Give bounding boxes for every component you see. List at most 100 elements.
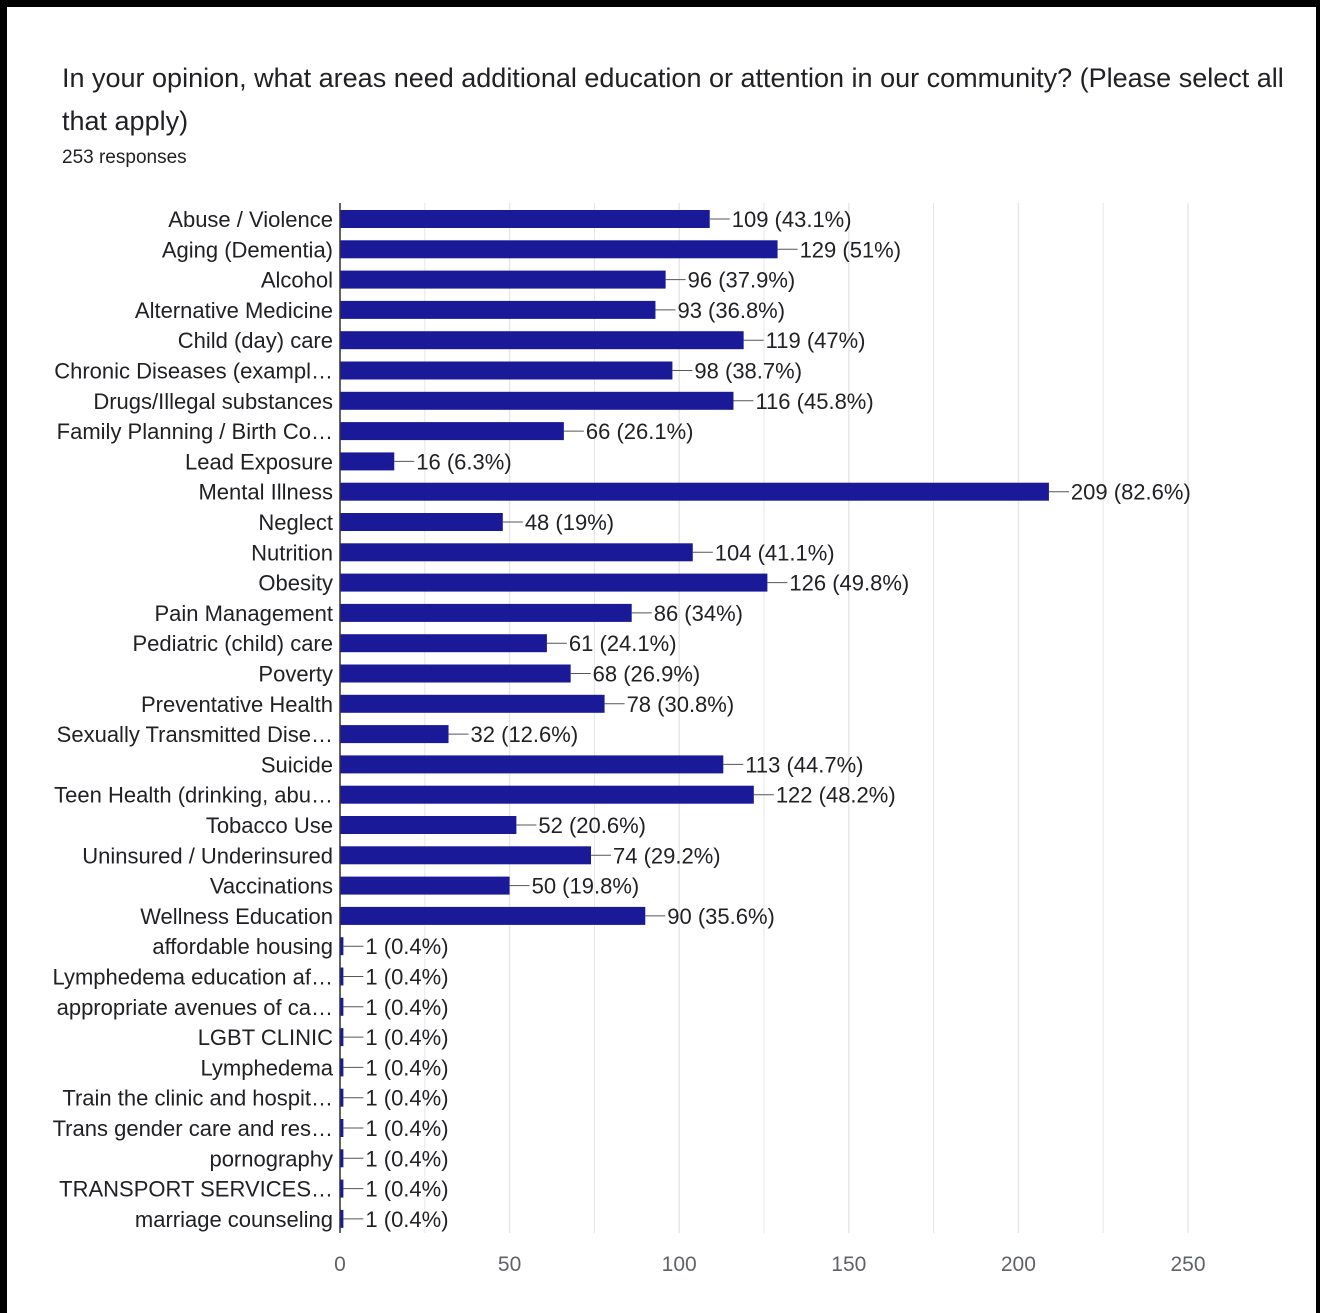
bar [340, 482, 1049, 501]
data-label: 122 (48.2%) [776, 783, 896, 808]
data-label: 98 (38.7%) [694, 359, 802, 384]
x-tick-label: 100 [662, 1253, 697, 1276]
category-label: Lead Exposure [185, 449, 333, 474]
data-label: 1 (0.4%) [365, 1146, 448, 1171]
category-label: affordable housing [152, 934, 333, 959]
bar [340, 1058, 344, 1077]
bar [340, 785, 754, 804]
data-label: 90 (35.6%) [667, 904, 775, 929]
x-tick-label: 50 [498, 1253, 521, 1276]
x-tick-label: 150 [831, 1253, 866, 1276]
category-label: appropriate avenues of ca… [57, 995, 333, 1020]
data-label: 78 (30.8%) [627, 692, 735, 717]
category-label: Lymphedema [201, 1055, 334, 1080]
x-tick-label: 200 [1001, 1253, 1036, 1276]
data-label: 1 (0.4%) [365, 1055, 448, 1080]
bar [340, 634, 547, 653]
bar [340, 300, 656, 319]
bar [340, 513, 503, 531]
bar [340, 1209, 344, 1228]
data-label: 61 (24.1%) [569, 631, 677, 656]
data-label: 68 (26.9%) [593, 662, 701, 687]
category-label: Train the clinic and hospit… [62, 1086, 333, 1111]
category-label: Uninsured / Underinsured [82, 843, 333, 868]
bar [340, 755, 724, 774]
category-label: Sexually Transmitted Dise… [57, 722, 333, 747]
bar [340, 240, 778, 259]
bar [340, 1179, 344, 1198]
category-label: Family Planning / Birth Co… [57, 419, 333, 444]
category-label: Trans gender care and res… [53, 1116, 333, 1141]
category-label: Alcohol [261, 268, 333, 293]
category-label: Suicide [261, 752, 333, 777]
data-label: 96 (37.9%) [688, 268, 796, 293]
bar [340, 1028, 344, 1047]
category-label: Nutrition [251, 540, 333, 565]
category-label: Neglect [258, 510, 333, 535]
category-label: Aging (Dementia) [162, 237, 333, 262]
x-tick-label: 0 [334, 1253, 346, 1276]
data-label: 1 (0.4%) [365, 934, 448, 959]
bar [340, 422, 564, 441]
category-label: Alternative Medicine [135, 298, 333, 323]
data-label: 1 (0.4%) [365, 1207, 448, 1232]
bar [340, 725, 449, 744]
data-label: 48 (19%) [525, 510, 614, 535]
data-label: 1 (0.4%) [365, 1177, 448, 1202]
bar [340, 1119, 344, 1137]
category-label: Tobacco Use [206, 813, 333, 838]
category-label: TRANSPORT SERVICES… [59, 1177, 333, 1202]
category-label: Teen Health (drinking, abu… [54, 783, 333, 808]
category-label: pornography [209, 1146, 333, 1171]
bar [340, 997, 344, 1016]
category-label: Poverty [258, 662, 333, 687]
category-label: Obesity [258, 571, 333, 596]
category-label: Chronic Diseases (exampl… [54, 359, 333, 384]
data-label: 1 (0.4%) [365, 995, 448, 1020]
category-label: Mental Illness [198, 480, 333, 505]
bar [340, 573, 768, 592]
bar [340, 331, 744, 350]
data-label: 109 (43.1%) [732, 207, 852, 232]
category-label: Vaccinations [210, 874, 333, 899]
bar [340, 210, 710, 228]
question-title: In your opinion, what areas need additio… [62, 63, 1284, 136]
category-label: marriage counseling [135, 1207, 333, 1232]
category-label: Child (day) care [178, 328, 333, 353]
bar [340, 391, 734, 410]
bar [340, 1088, 344, 1107]
bar [340, 1149, 344, 1168]
category-label: Lymphedema education af… [53, 965, 333, 990]
category-label: LGBT CLINIC [198, 1025, 333, 1050]
bar [340, 603, 632, 622]
data-label: 1 (0.4%) [365, 1116, 448, 1141]
category-label: Pain Management [154, 601, 333, 626]
data-label: 126 (49.8%) [789, 571, 909, 596]
data-label: 66 (26.1%) [586, 419, 694, 444]
bar [340, 664, 571, 683]
data-label: 52 (20.6%) [538, 813, 646, 838]
data-label: 104 (41.1%) [715, 540, 835, 565]
data-label: 86 (34%) [654, 601, 743, 626]
data-label: 16 (6.3%) [416, 449, 511, 474]
category-label: Wellness Education [140, 904, 333, 929]
data-label: 1 (0.4%) [365, 1086, 448, 1111]
bar [340, 906, 646, 925]
data-label: 209 (82.6%) [1071, 480, 1191, 505]
category-label: Drugs/Illegal substances [93, 389, 333, 414]
data-label: 74 (29.2%) [613, 843, 721, 868]
data-label: 129 (51%) [800, 237, 902, 262]
data-label: 32 (12.6%) [471, 722, 579, 747]
data-label: 113 (44.7%) [745, 752, 863, 777]
response-count: 253 responses [62, 147, 187, 168]
data-label: 116 (45.8%) [755, 389, 873, 414]
category-label: Preventative Health [141, 692, 333, 717]
bar [340, 452, 395, 471]
data-label: 1 (0.4%) [365, 965, 448, 990]
category-label: Pediatric (child) care [132, 631, 333, 656]
x-tick-label: 250 [1170, 1253, 1205, 1276]
data-label: 93 (36.8%) [677, 298, 785, 323]
category-label: Abuse / Violence [168, 207, 333, 232]
data-label: 1 (0.4%) [365, 1025, 448, 1050]
